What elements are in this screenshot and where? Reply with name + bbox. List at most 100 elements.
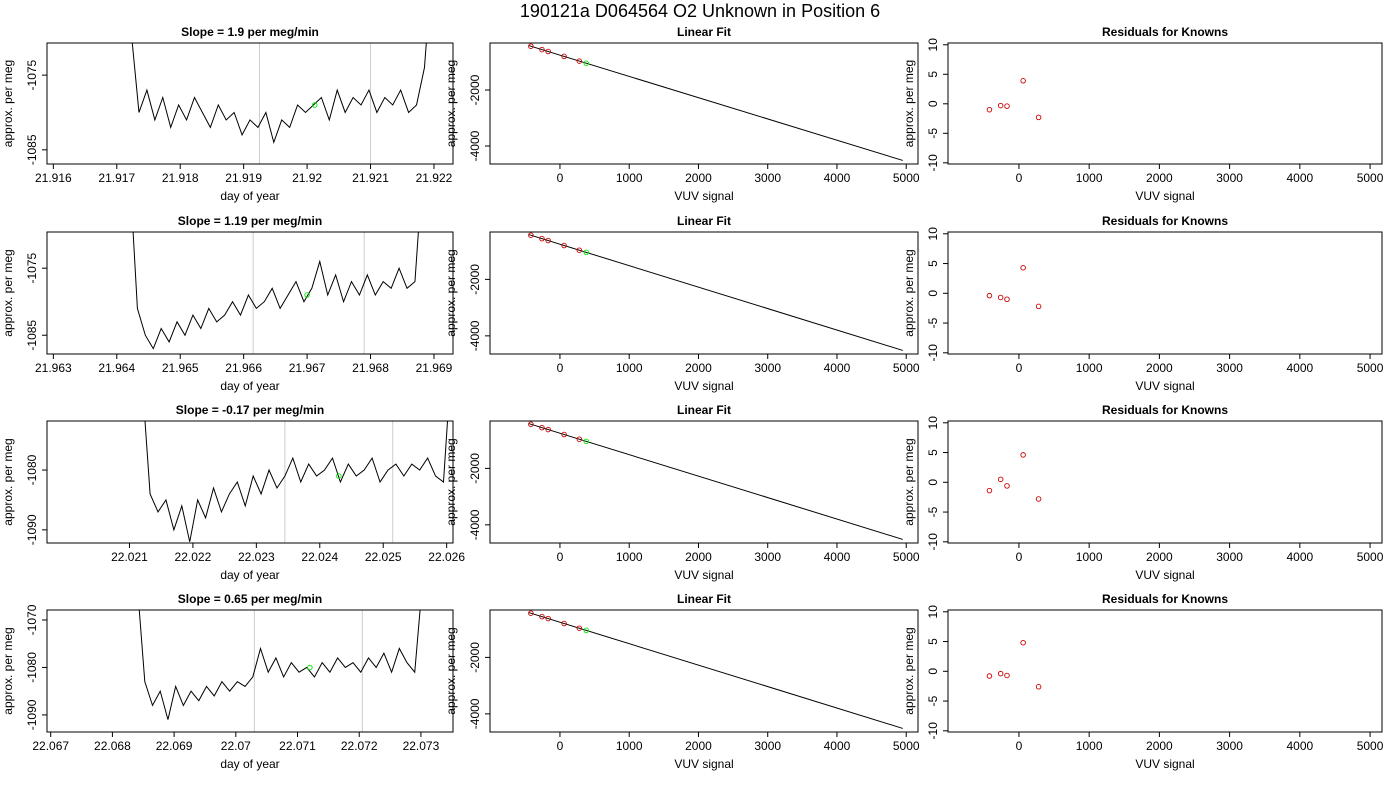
y-tick-label: 10 — [926, 38, 940, 52]
y-tick-label: -2000 — [468, 453, 482, 484]
x-axis-label: VUV signal — [1135, 568, 1194, 582]
x-tick-label: 4000 — [824, 361, 851, 375]
x-axis-label: VUV signal — [1135, 757, 1194, 771]
known-point — [576, 436, 583, 442]
x-tick-label: 21.92 — [292, 171, 322, 185]
x-tick-label: 4000 — [824, 739, 851, 753]
x-tick-label: 22.023 — [238, 550, 275, 564]
known-point — [545, 426, 551, 433]
known-point — [545, 237, 551, 244]
y-tick-label: 0 — [926, 290, 940, 297]
panel-title: Linear Fit — [677, 25, 731, 39]
x-tick-label: 4000 — [824, 550, 851, 564]
residual-point — [1035, 114, 1042, 121]
plot-area — [528, 421, 903, 540]
y-tick-label: -4000 — [468, 509, 482, 540]
known-point — [539, 46, 545, 53]
residual-point — [1004, 296, 1010, 302]
known-point — [576, 625, 583, 631]
residual-point — [997, 670, 1004, 677]
plot-area — [138, 610, 421, 732]
x-tick-label: 2000 — [685, 361, 712, 375]
y-axis-label: approx. per meg — [902, 438, 916, 525]
x-tick-label: 2000 — [1146, 171, 1173, 185]
x-tick-label: 22.025 — [365, 550, 402, 564]
x-tick-label: 1000 — [1076, 361, 1103, 375]
x-tick-label: 5000 — [1357, 171, 1384, 185]
residual-point — [986, 292, 993, 299]
panel-title: Slope = 0.65 per meg/min — [178, 592, 322, 606]
x-tick-label: 21.968 — [352, 361, 389, 375]
plot-frame — [489, 420, 919, 544]
y-axis-label: approx. per meg — [902, 627, 916, 714]
y-axis-label: approx. per meg — [1, 438, 15, 525]
x-tick-label: 21.917 — [98, 171, 135, 185]
x-tick-label: 0 — [557, 361, 564, 375]
y-tick-label: 5 — [926, 71, 940, 78]
panel-title: Linear Fit — [677, 214, 731, 228]
x-tick-label: 1000 — [616, 739, 643, 753]
x-tick-label: 2000 — [1146, 739, 1173, 753]
plot-frame — [46, 231, 454, 355]
fit-line — [528, 423, 903, 540]
y-tick-label: -1080 — [25, 454, 39, 485]
panel-title: Slope = -0.17 per meg/min — [176, 403, 324, 417]
x-tick-label: 0 — [1016, 361, 1023, 375]
x-tick-label: 21.916 — [35, 171, 72, 185]
x-tick-label: 5000 — [893, 550, 920, 564]
x-axis-label: day of year — [220, 379, 279, 393]
y-tick-label: 0 — [926, 100, 940, 107]
known-point — [528, 232, 534, 238]
unknown-point — [311, 102, 318, 108]
y-axis-label: approx. per meg — [444, 438, 458, 525]
x-tick-label: 21.969 — [416, 361, 453, 375]
panel-title: Slope = 1.9 per meg/min — [181, 25, 319, 39]
known-point — [561, 431, 567, 438]
known-point — [528, 610, 534, 616]
x-tick-label: 0 — [1016, 739, 1023, 753]
known-point — [561, 620, 567, 627]
plot-area — [131, 43, 427, 164]
signal-line — [132, 232, 419, 350]
plot-frame — [489, 609, 919, 733]
known-point — [561, 242, 567, 249]
x-axis-label: VUV signal — [674, 568, 733, 582]
y-axis-label: approx. per meg — [1, 249, 15, 336]
residual-point — [1020, 639, 1026, 646]
signal-line — [144, 421, 449, 542]
x-tick-label: 0 — [1016, 550, 1023, 564]
y-tick-label: -10 — [926, 344, 940, 362]
signal-line — [131, 43, 427, 145]
known-point — [576, 247, 583, 253]
panel-title: Residuals for Knowns — [1102, 25, 1228, 39]
panel-title: Residuals for Knowns — [1102, 214, 1228, 228]
known-point — [576, 58, 583, 64]
y-tick-label: -4000 — [468, 698, 482, 729]
x-axis-label: VUV signal — [674, 189, 733, 203]
y-tick-label: 5 — [926, 449, 940, 456]
y-tick-label: -4000 — [468, 320, 482, 351]
plot-frame — [46, 420, 454, 544]
known-point — [539, 235, 545, 242]
y-tick-label: -2000 — [468, 264, 482, 295]
unknown-point — [583, 627, 590, 634]
x-tick-label: 21.964 — [98, 361, 135, 375]
x-tick-label: 22.072 — [341, 739, 378, 753]
x-tick-label: 3000 — [1216, 361, 1243, 375]
x-tick-label: 3000 — [754, 171, 781, 185]
plot-area — [528, 232, 903, 351]
x-tick-label: 22.067 — [32, 739, 69, 753]
y-tick-label: -1075 — [25, 253, 39, 284]
y-tick-label: -1075 — [25, 59, 39, 90]
residual-point — [986, 106, 993, 113]
y-tick-label: -10 — [926, 722, 940, 740]
y-tick-label: 0 — [926, 479, 940, 486]
y-axis-label: approx. per meg — [444, 60, 458, 147]
x-tick-label: 5000 — [1357, 550, 1384, 564]
x-axis-label: VUV signal — [674, 757, 733, 771]
x-tick-label: 22.068 — [94, 739, 131, 753]
unknown-point — [336, 473, 342, 479]
known-point — [545, 48, 551, 55]
fit-line — [528, 612, 903, 729]
